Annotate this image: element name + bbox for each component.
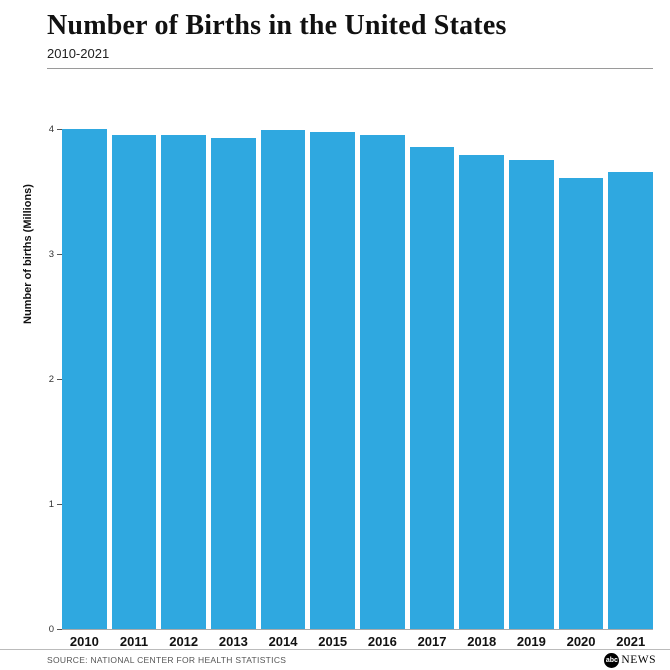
y-tick-mark	[57, 253, 62, 255]
source-text: SOURCE: NATIONAL CENTER FOR HEALTH STATI…	[47, 655, 287, 665]
y-tick: 2	[48, 373, 62, 385]
y-tick-mark	[57, 378, 62, 380]
x-axis-label: 2018	[467, 634, 497, 649]
x-axis-label: 2013	[218, 634, 248, 649]
y-tick-label: 2	[48, 373, 54, 385]
x-axis-label: 2010	[69, 634, 99, 649]
x-axis-label: 2014	[268, 634, 298, 649]
plot-area: Number of births (Millions) 0 1 2 3 4	[22, 69, 654, 635]
bar-2013	[211, 137, 256, 629]
x-axis-label: 2019	[516, 634, 546, 649]
x-axis-label: 2020	[566, 634, 596, 649]
y-tick-label: 3	[48, 248, 54, 260]
bar-2018	[459, 155, 505, 629]
y-tick: 0	[48, 623, 62, 635]
chart-header: Number of Births in the United States 20…	[0, 0, 670, 61]
abc-news-logo: abc NEWS	[604, 652, 656, 668]
x-axis-label: 2011	[119, 634, 149, 649]
bar-2021	[608, 171, 654, 629]
y-tick-mark	[57, 128, 62, 130]
x-axis-label: 2017	[417, 634, 447, 649]
x-axis-label: 2016	[367, 634, 397, 649]
x-axis-label: 2012	[169, 634, 199, 649]
x-axis-label: 2015	[318, 634, 348, 649]
x-axis-labels: 2010 2011 2012 2013 2014 2015 2016 2017 2018 2019…	[62, 631, 653, 649]
chart-footer: SOURCE: NATIONAL CENTER FOR HEALTH STATI…	[0, 649, 670, 670]
y-tick-label: 4	[48, 123, 54, 135]
bar-2012	[161, 135, 207, 629]
y-tick-label: 0	[48, 623, 54, 635]
bar-2015	[310, 131, 356, 629]
x-axis-label: 2021	[616, 634, 646, 649]
y-tick: 1	[48, 498, 62, 510]
bar-2020	[558, 177, 604, 629]
page-subtitle: 2010-2021	[47, 46, 110, 61]
bar-2017	[409, 146, 455, 629]
bar-2014	[260, 130, 306, 629]
bar-2011	[111, 135, 157, 629]
bar-2016	[360, 135, 405, 629]
header-divider	[47, 68, 653, 69]
bar-2010	[62, 129, 107, 629]
y-tick: 4	[48, 123, 62, 135]
y-tick: 3	[48, 248, 62, 260]
y-axis-label: Number of births (Millions)	[22, 184, 34, 324]
bar-2019	[509, 160, 554, 629]
bar-series	[62, 69, 654, 629]
page-title: Number of Births in the United States	[47, 10, 507, 41]
abc-news-wordmark: NEWS	[621, 654, 656, 666]
y-tick-mark	[57, 628, 62, 630]
y-tick-label: 1	[48, 498, 54, 510]
abc-logo-icon: abc	[604, 652, 620, 668]
y-tick-mark	[57, 503, 62, 505]
